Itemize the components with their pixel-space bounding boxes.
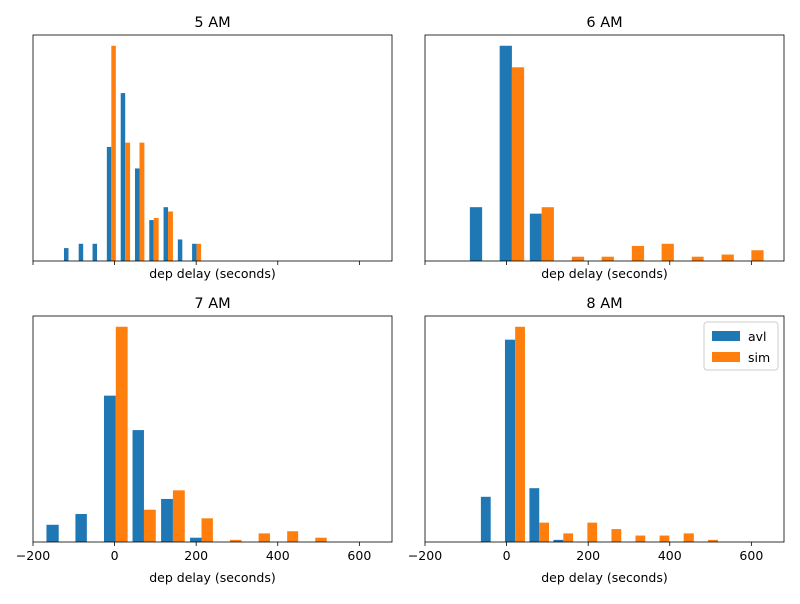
bar-sim-2 — [563, 533, 574, 542]
x-tick-label: 200 — [184, 548, 208, 563]
subplot-1: 6 AM dep delay (seconds) — [424, 15, 785, 281]
legend-swatch-sim — [712, 352, 740, 362]
x-tick-label: 0 — [503, 548, 511, 563]
bar-sim-3 — [601, 256, 614, 261]
bar-avl-9 — [192, 243, 197, 261]
bar-sim-2 — [571, 256, 585, 261]
legend: avl sim — [703, 321, 779, 371]
bar-sim-7 — [721, 254, 734, 261]
subplot-title: 5 AM — [194, 15, 230, 31]
bar-avl-3 — [106, 146, 112, 261]
axes-frame — [32, 315, 393, 543]
bar-sim-0 — [115, 326, 128, 542]
bar-sim-4 — [631, 245, 645, 261]
x-axis-label: dep delay (seconds) — [541, 266, 668, 281]
bar-sim-0 — [511, 67, 525, 261]
bar-sim-3 — [201, 518, 213, 542]
x-tick-label: 600 — [347, 548, 371, 563]
bar-avl-8 — [177, 239, 183, 261]
bar-avl-3 — [553, 539, 564, 542]
bar-avl-2 — [103, 395, 116, 542]
legend-label-avl: avl — [748, 329, 767, 344]
axes-frame — [424, 315, 785, 543]
bar-sim-7 — [315, 537, 327, 542]
bar-sim-6 — [659, 535, 670, 542]
bar-avl-1 — [75, 514, 87, 542]
bar-avl-5 — [190, 537, 202, 542]
x-tick-label: −200 — [16, 548, 50, 563]
bar-avl-6 — [149, 220, 154, 261]
subplot-title: 7 AM — [194, 296, 230, 312]
bar-avl-5 — [134, 168, 140, 261]
bar-sim-5 — [258, 533, 271, 542]
bar-avl-0 — [469, 207, 483, 261]
bar-avl-2 — [529, 213, 542, 261]
bar-avl-4 — [120, 93, 126, 261]
bar-avl-2 — [529, 488, 540, 542]
x-axis-label: dep delay (seconds) — [149, 266, 276, 281]
bar-avl-1 — [504, 339, 516, 542]
bar-avl-0 — [46, 524, 59, 542]
subplot-2: −200 0 200 400 600 7 AM dep delay (seconds) — [16, 296, 393, 585]
bar-sim-6 — [691, 256, 704, 261]
bar-sim-0 — [515, 326, 525, 542]
bar-sim-6 — [287, 531, 299, 542]
bar-avl-2 — [92, 243, 98, 261]
bar-sim-8 — [751, 250, 764, 261]
bar-sim-1 — [539, 522, 550, 542]
bar-avl-0 — [480, 496, 491, 542]
bar-sim-2 — [172, 490, 185, 542]
bar-avl-1 — [78, 243, 84, 261]
subplot-0: 5 AM dep delay (seconds) — [32, 15, 393, 281]
bar-sim-8 — [708, 539, 718, 542]
axes-frame — [424, 34, 785, 262]
x-axis-label: dep delay (seconds) — [149, 570, 276, 585]
x-tick-label: 200 — [576, 548, 600, 563]
x-tick-label: 600 — [739, 548, 763, 563]
bar-sim-4 — [230, 539, 242, 542]
bar-sim-5 — [635, 535, 646, 542]
bar-sim-1 — [125, 142, 131, 261]
x-tick-label: 400 — [658, 548, 682, 563]
bar-avl-3 — [132, 430, 144, 542]
bar-avl-1 — [499, 45, 512, 262]
bar-sim-5 — [196, 243, 202, 261]
x-tick-label: −200 — [408, 548, 442, 563]
subplot-3: −200 0 200 400 600 8 AM dep delay (seconds) — [408, 296, 785, 585]
bar-sim-4 — [611, 529, 622, 542]
axes-frame — [32, 34, 393, 262]
legend-label-sim: sim — [748, 350, 770, 365]
bar-sim-3 — [153, 217, 159, 261]
bar-sim-2 — [139, 142, 145, 261]
x-tick-label: 0 — [111, 548, 119, 563]
bar-sim-1 — [143, 509, 156, 542]
bar-sim-3 — [587, 522, 598, 542]
bar-sim-1 — [541, 207, 554, 261]
bar-sim-7 — [683, 533, 694, 542]
bar-sim-4 — [168, 211, 173, 261]
x-tick-label: 400 — [266, 548, 290, 563]
bar-avl-0 — [64, 248, 69, 261]
bar-sim-0 — [111, 45, 116, 262]
x-axis-label: dep delay (seconds) — [541, 570, 668, 585]
bar-avl-7 — [163, 207, 169, 261]
bar-avl-4 — [161, 498, 173, 542]
subplot-title: 8 AM — [586, 296, 622, 312]
subplot-title: 6 AM — [586, 15, 622, 31]
legend-swatch-avl — [712, 331, 740, 341]
bar-sim-5 — [661, 243, 674, 261]
